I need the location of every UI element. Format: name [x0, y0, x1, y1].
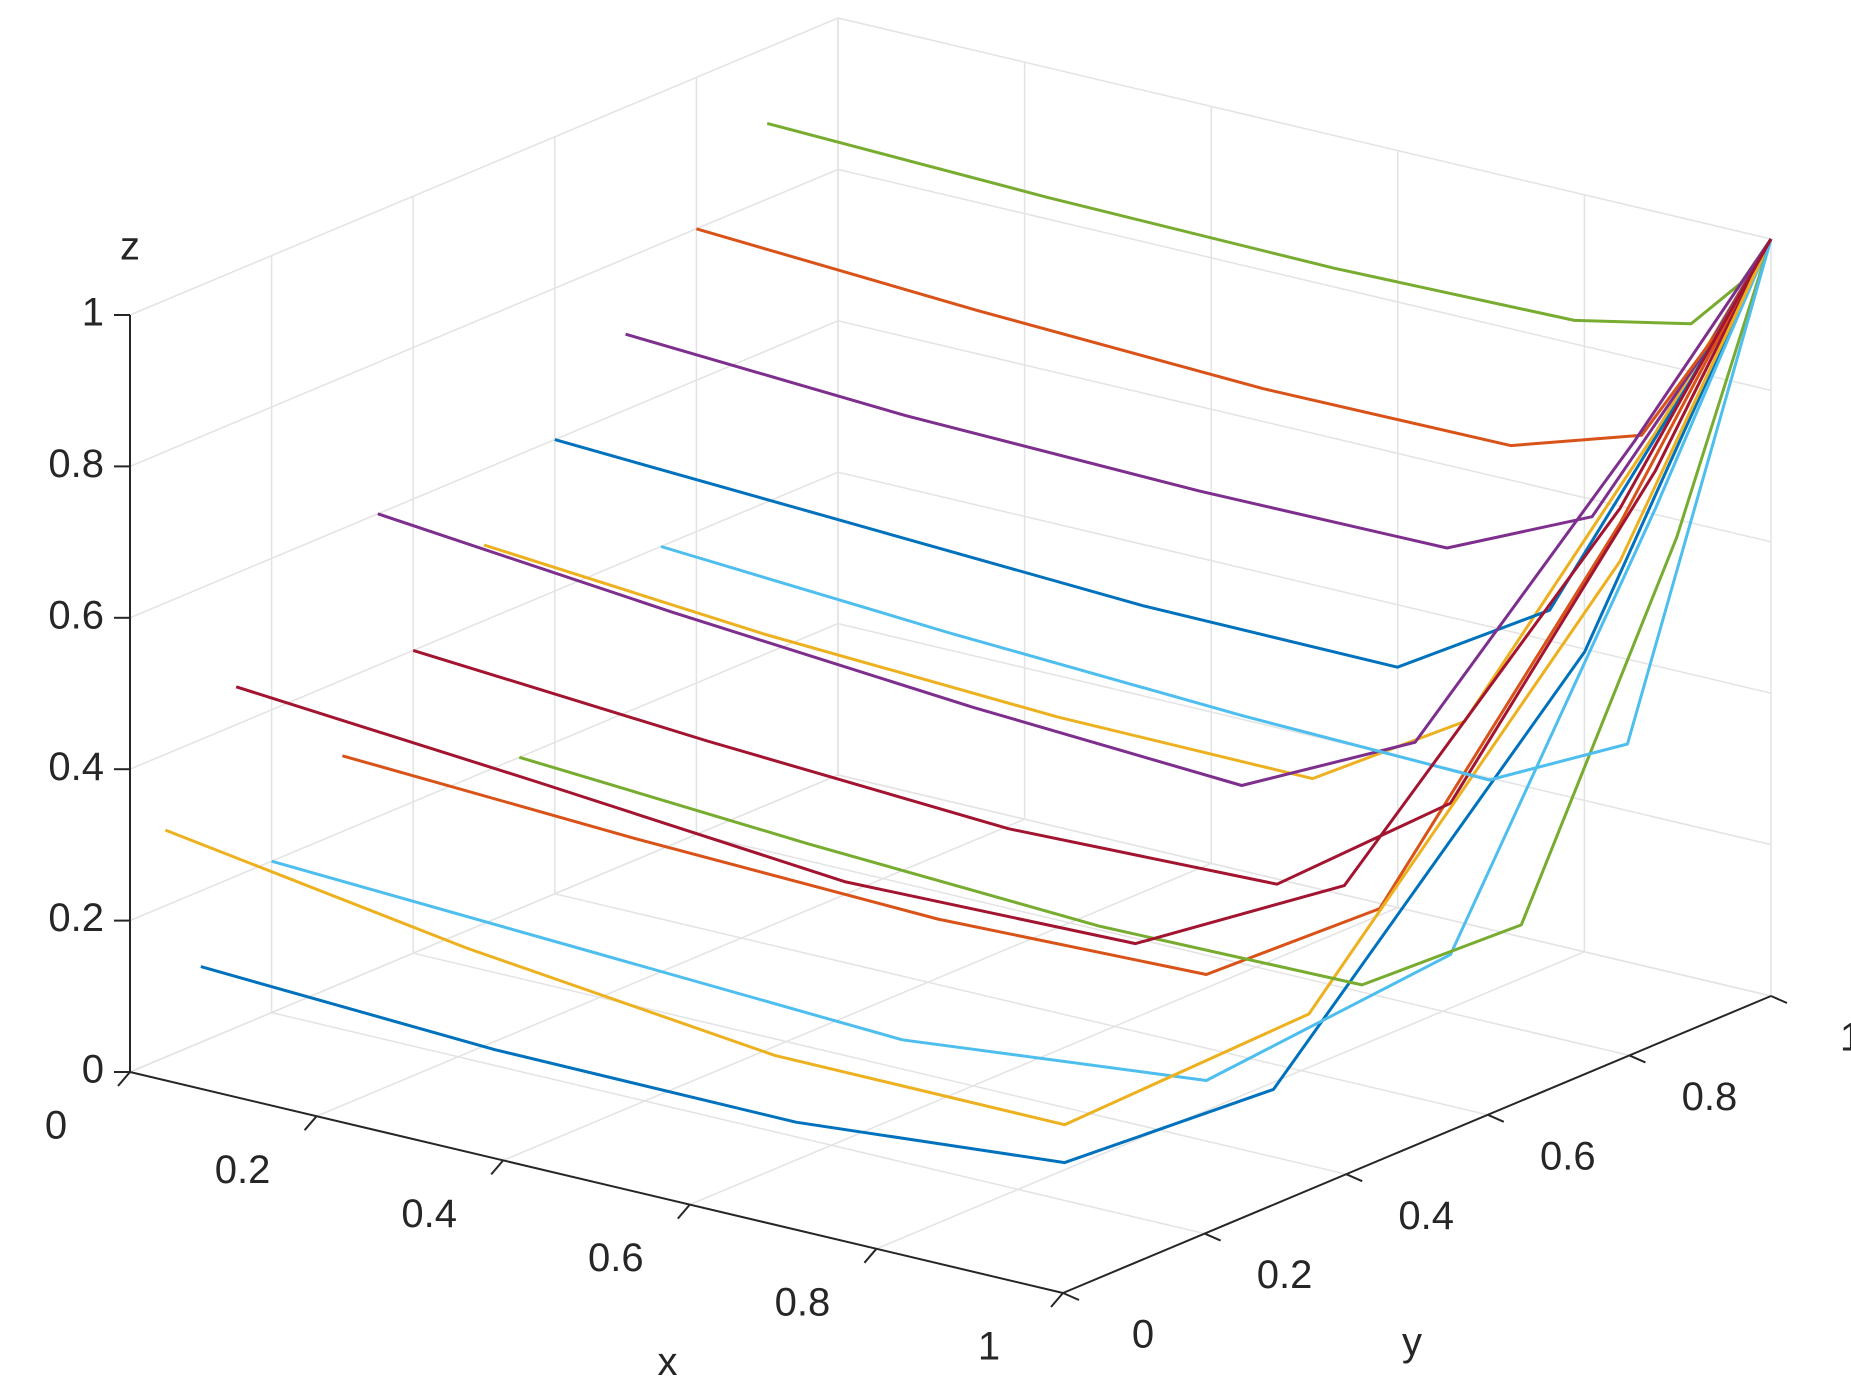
trajectory — [695, 227, 1773, 448]
grid-line — [129, 320, 839, 619]
trajectory — [164, 238, 1773, 1127]
z-tick-label: 0.6 — [48, 593, 104, 637]
trajectory — [271, 238, 1773, 1082]
y-tick — [1770, 995, 1788, 1004]
x-tick — [677, 1203, 691, 1220]
trajectory — [518, 238, 1773, 987]
grid-line — [837, 168, 1772, 392]
grid-line — [837, 622, 1772, 846]
trajectory — [200, 238, 1773, 1165]
x-tick — [490, 1159, 504, 1176]
y-tick-label: 0.6 — [1540, 1134, 1596, 1178]
grid-line — [129, 471, 839, 770]
grid-line — [876, 951, 1585, 1250]
x-tick — [303, 1115, 318, 1131]
grid-line — [129, 17, 839, 316]
y-tick — [1345, 1173, 1363, 1183]
y-tick-label: 0.4 — [1398, 1194, 1454, 1238]
y-axis-label: y — [1402, 1320, 1422, 1364]
grid-line — [316, 818, 1025, 1117]
y-tick-label: 0.2 — [1257, 1253, 1313, 1297]
grid-line — [129, 774, 839, 1073]
trajectory — [660, 238, 1773, 782]
x-tick-label: 0.4 — [401, 1192, 457, 1236]
grid-line — [696, 833, 1630, 1057]
trajectory — [554, 238, 1773, 669]
grid-line — [837, 17, 1772, 240]
x-tick — [1050, 1292, 1064, 1308]
z-tick-label: 0.8 — [48, 442, 104, 486]
z-tick-label: 0 — [82, 1048, 104, 1092]
z-tick-label: 1 — [82, 291, 104, 335]
grid-line — [129, 168, 839, 468]
trajectory — [412, 238, 1773, 886]
trajectory — [235, 238, 1773, 946]
z-tick-label: 0.4 — [48, 745, 104, 789]
trajectory — [341, 238, 1773, 976]
grid-line — [129, 622, 839, 922]
x-tick — [863, 1248, 878, 1264]
y-tick-label: 0 — [1132, 1313, 1154, 1357]
x-tick — [117, 1071, 131, 1087]
x-tick-label: 0 — [45, 1104, 67, 1148]
trajectory — [483, 238, 1773, 781]
y-axis — [1062, 995, 1772, 1294]
grid-line — [837, 471, 1772, 694]
grid-line — [413, 952, 1347, 1175]
x-axis-label: x — [658, 1340, 678, 1384]
x-tick-label: 0.8 — [775, 1280, 831, 1324]
grid-line — [554, 893, 1488, 1116]
x-axis — [129, 1071, 1064, 1294]
y-tick — [1628, 1054, 1646, 1064]
y-tick — [1062, 1292, 1080, 1301]
z-axis-label: z — [120, 225, 140, 269]
z-tick-label: 0.2 — [48, 896, 104, 940]
y-tick-label: 1 — [1840, 1016, 1851, 1060]
x-tick-label: 1 — [978, 1325, 1000, 1369]
y-tick-label: 0.8 — [1682, 1075, 1738, 1119]
y-tick — [1487, 1113, 1505, 1123]
grid-line — [271, 1011, 1205, 1235]
y-tick — [1204, 1232, 1222, 1242]
trajectory — [377, 238, 1773, 787]
grid-line — [689, 906, 1399, 1206]
x-tick-label: 0.6 — [588, 1236, 644, 1280]
grid-line — [837, 774, 1772, 997]
grid-line — [502, 862, 1212, 1162]
x-tick-label: 0.2 — [215, 1148, 271, 1192]
